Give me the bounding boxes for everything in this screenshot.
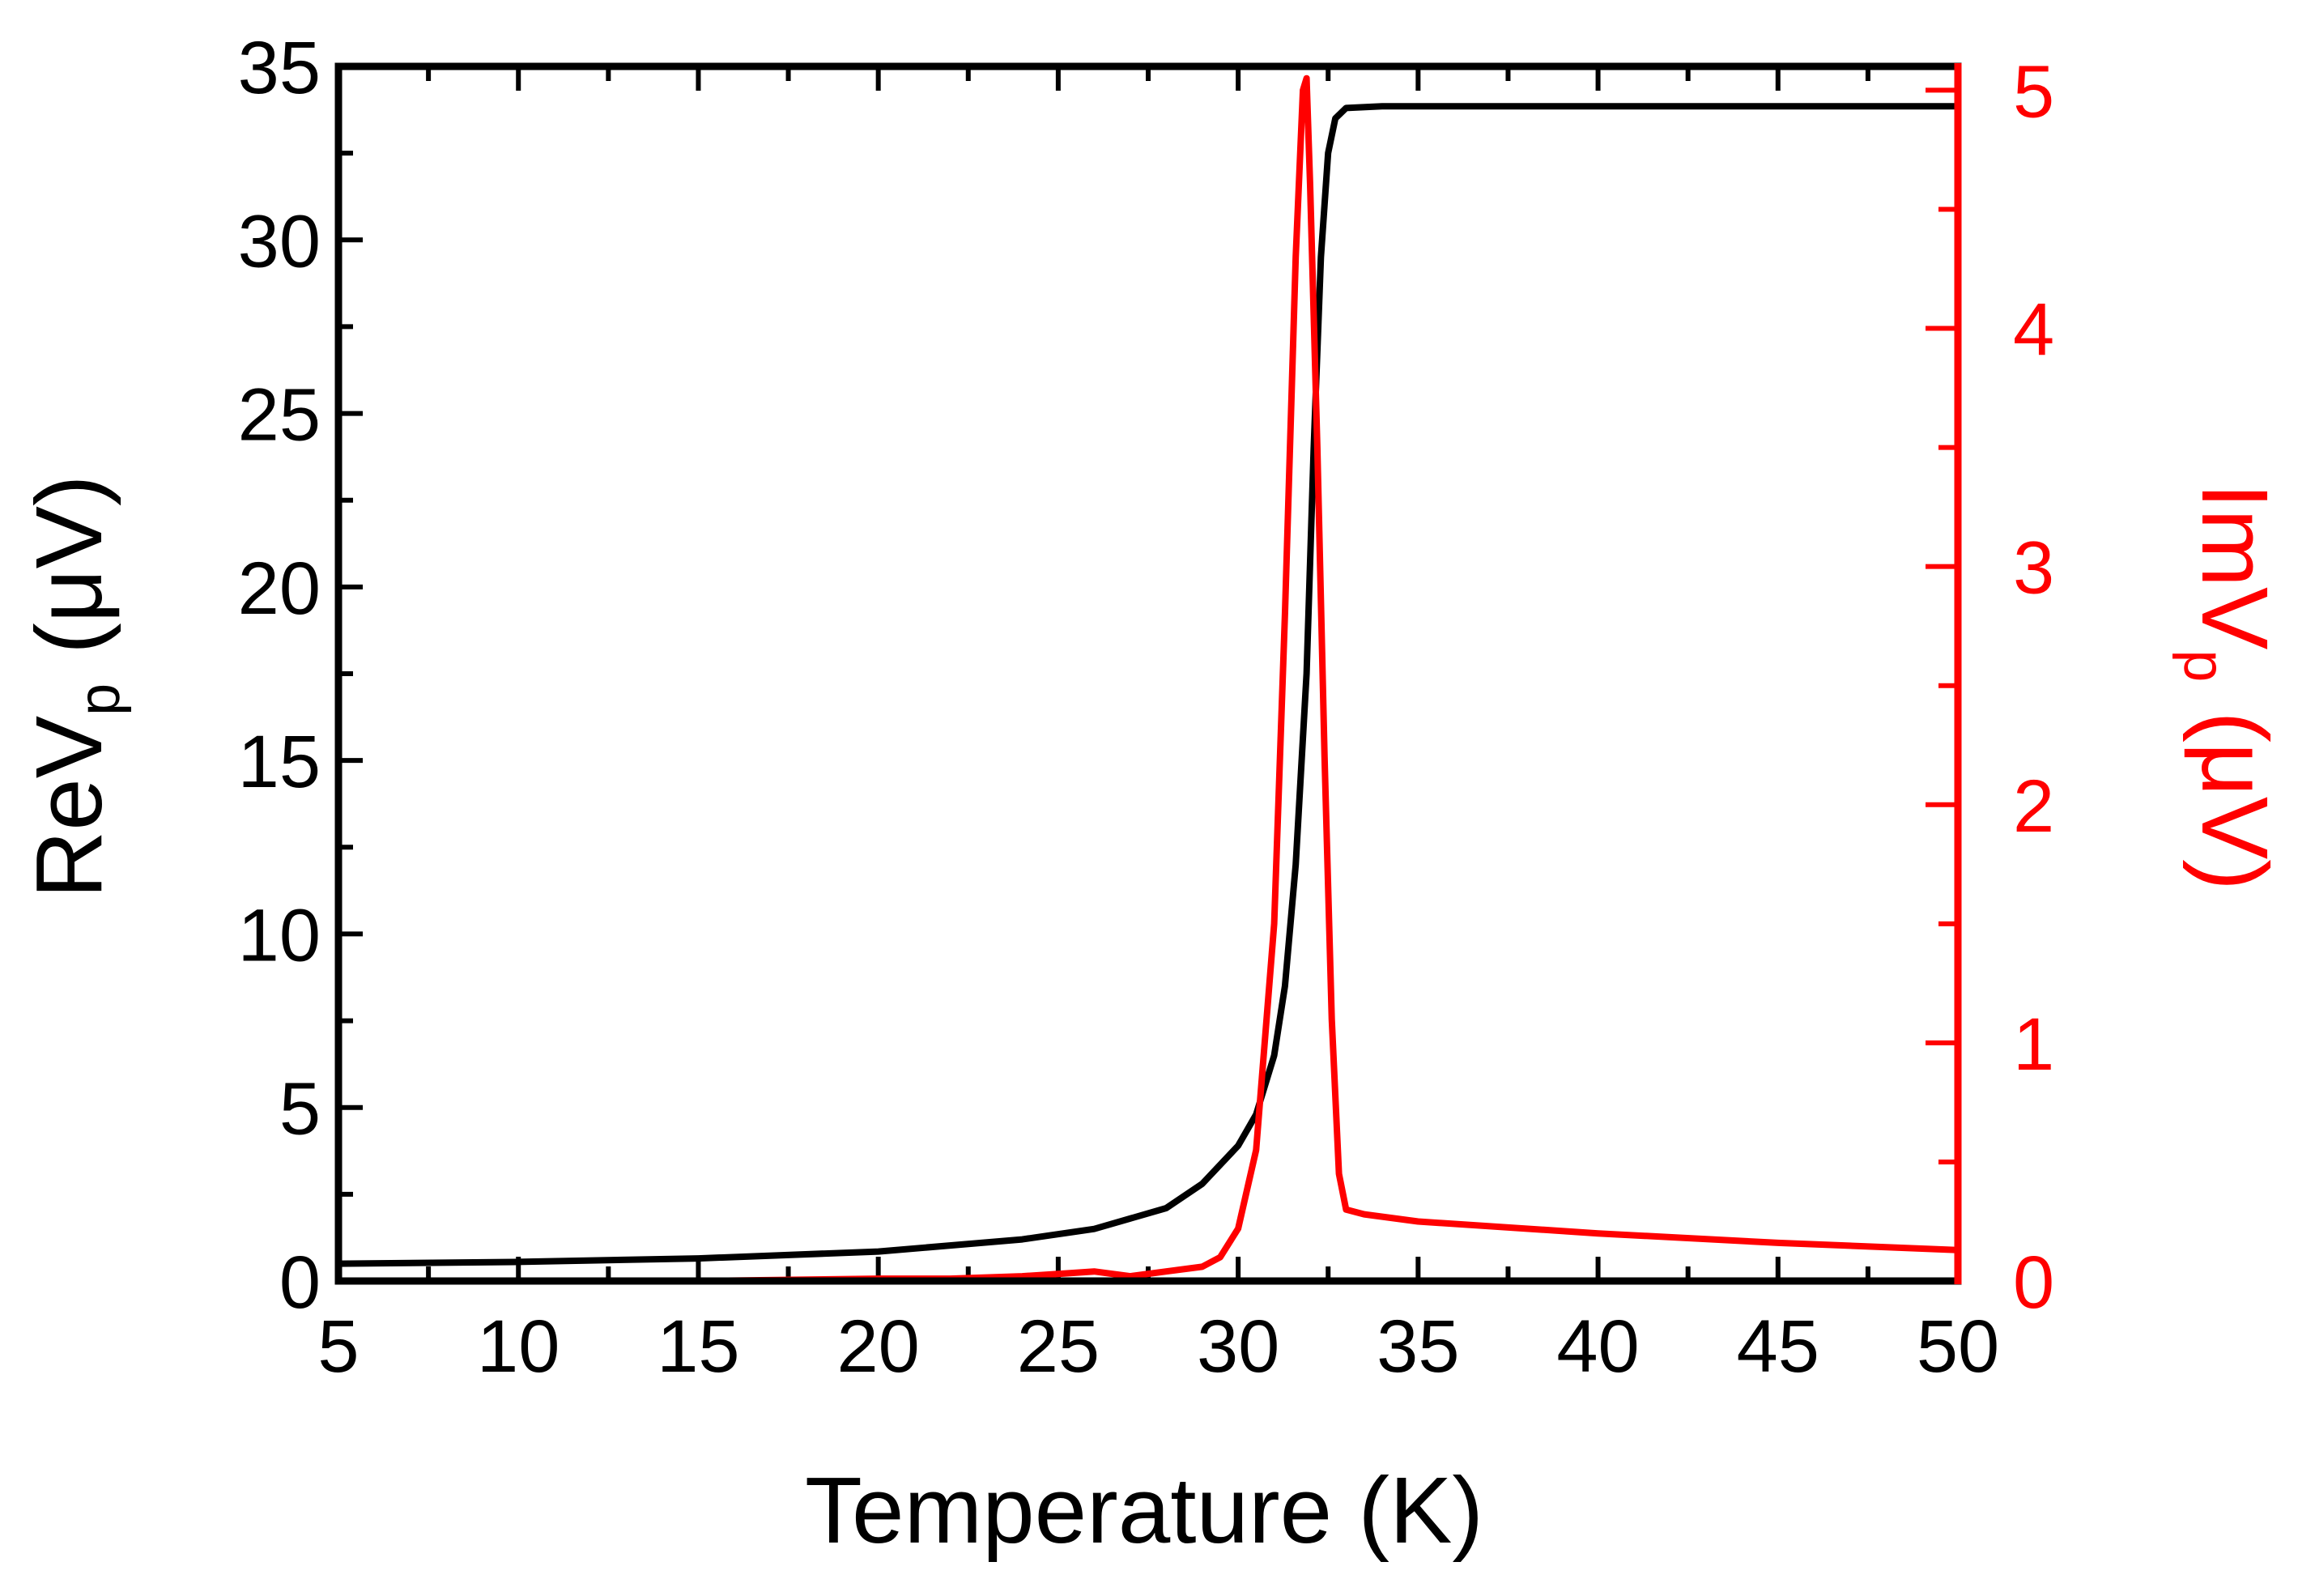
- x-tick-label: 15: [657, 1305, 739, 1388]
- right-y-axis-title: ImVp(μV): [2172, 483, 2287, 891]
- left-y-tick-label: 30: [238, 200, 321, 283]
- series-line-ImVp: [335, 74, 1961, 1284]
- series-line-ReVp: [335, 103, 1961, 1267]
- right-y-tick-label: 4: [2013, 289, 2054, 372]
- x-tick-label: 20: [836, 1305, 919, 1388]
- left-y-tick-label: 0: [279, 1241, 321, 1324]
- left-y-tick-label: 20: [238, 547, 321, 630]
- left-y-tick-label: 5: [279, 1068, 321, 1151]
- right-y-tick-label: 1: [2013, 1003, 2054, 1086]
- axis-ticks: [336, 64, 1960, 1283]
- series-layer: [335, 74, 1961, 1284]
- x-tick-label: 35: [1377, 1305, 1459, 1388]
- x-tick-label: 30: [1197, 1305, 1279, 1388]
- x-axis-title: Temperature (K): [805, 1458, 1483, 1563]
- left-y-tick-label: 10: [238, 894, 321, 977]
- x-tick-label: 45: [1737, 1305, 1819, 1388]
- right-y-tick-label: 2: [2013, 765, 2054, 848]
- right-y-tick-label: 0: [2013, 1241, 2054, 1324]
- plot-frame: [334, 62, 1962, 1285]
- left-y-tick-label: 15: [238, 721, 321, 803]
- x-tick-labels: 5 10 15 20 25 30 35 40 45 50: [317, 1305, 1999, 1388]
- right-y-tick-labels: 0 1 2 3 4 5: [2013, 50, 2054, 1324]
- x-tick-label: 40: [1556, 1305, 1639, 1388]
- left-y-tick-label: 25: [238, 374, 321, 457]
- left-y-tick-label: 35: [238, 27, 321, 109]
- left-y-tick-labels: 0 5 10 15 20 25 30 35: [238, 27, 321, 1324]
- x-tick-label: 25: [1017, 1305, 1100, 1388]
- right-y-tick-label: 5: [2013, 50, 2054, 133]
- right-y-tick-label: 3: [2013, 527, 2054, 610]
- x-tick-label: 5: [317, 1305, 359, 1388]
- left-y-axis-title: ReVp(μV): [16, 475, 132, 898]
- x-tick-label: 50: [1917, 1305, 1999, 1388]
- x-tick-label: 10: [477, 1305, 560, 1388]
